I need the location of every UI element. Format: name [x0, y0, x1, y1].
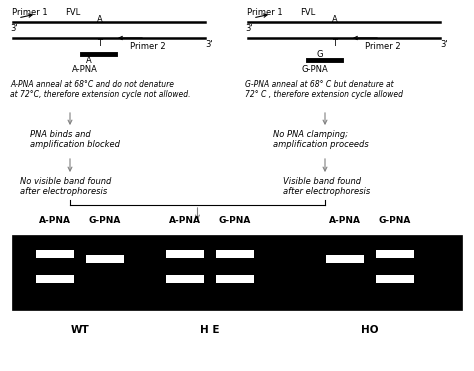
- Bar: [376, 275, 414, 282]
- Bar: [12, 235, 462, 310]
- Text: Primer 2: Primer 2: [365, 42, 401, 51]
- Text: A: A: [86, 56, 92, 65]
- Text: G: G: [317, 50, 323, 59]
- Text: 3': 3': [10, 24, 18, 33]
- Bar: [36, 250, 74, 258]
- Text: G-PNA: G-PNA: [219, 216, 251, 225]
- Text: 3': 3': [245, 24, 253, 33]
- Text: No PNA clamping;
amplification proceeds: No PNA clamping; amplification proceeds: [273, 130, 369, 150]
- Text: A-PNA: A-PNA: [39, 216, 71, 225]
- Text: Primer 2: Primer 2: [130, 42, 165, 51]
- Text: No visible band found
after electrophoresis: No visible band found after electrophore…: [20, 177, 111, 196]
- Text: T: T: [97, 39, 102, 48]
- Text: A: A: [332, 15, 338, 24]
- Text: FVL: FVL: [65, 8, 80, 17]
- Bar: [36, 275, 74, 282]
- Text: Visible band found
after electrophoresis: Visible band found after electrophoresis: [283, 177, 370, 196]
- Text: A-PNA: A-PNA: [72, 65, 98, 74]
- Bar: [166, 275, 204, 282]
- Bar: [326, 255, 364, 263]
- Text: Primer 1: Primer 1: [247, 8, 283, 17]
- Text: HO: HO: [361, 325, 379, 335]
- Text: G-PNA: G-PNA: [89, 216, 121, 225]
- Bar: [216, 275, 254, 282]
- Text: G-PNA: G-PNA: [379, 216, 411, 225]
- Bar: [166, 250, 204, 258]
- Text: A-PNA anneal at 68°C and do not denature
at 72°C, therefore extension cycle not : A-PNA anneal at 68°C and do not denature…: [10, 80, 191, 99]
- Bar: [376, 250, 414, 258]
- Text: G-PNA: G-PNA: [302, 65, 329, 74]
- Bar: [86, 255, 124, 263]
- Text: WT: WT: [71, 325, 90, 335]
- Text: T: T: [332, 39, 337, 48]
- Text: FVL: FVL: [300, 8, 315, 17]
- Text: A: A: [97, 15, 103, 24]
- Text: A-PNA: A-PNA: [329, 216, 361, 225]
- Text: G-PNA anneal at 68° C but denature at
72° C , therefore extension cycle allowed: G-PNA anneal at 68° C but denature at 72…: [245, 80, 403, 99]
- Text: PNA binds and
amplification blocked: PNA binds and amplification blocked: [30, 130, 120, 150]
- Text: 3': 3': [205, 40, 213, 49]
- Text: Primer 1: Primer 1: [12, 8, 47, 17]
- Text: H E: H E: [200, 325, 220, 335]
- Text: 3': 3': [440, 40, 447, 49]
- Text: A-PNA: A-PNA: [169, 216, 201, 225]
- Bar: [216, 250, 254, 258]
